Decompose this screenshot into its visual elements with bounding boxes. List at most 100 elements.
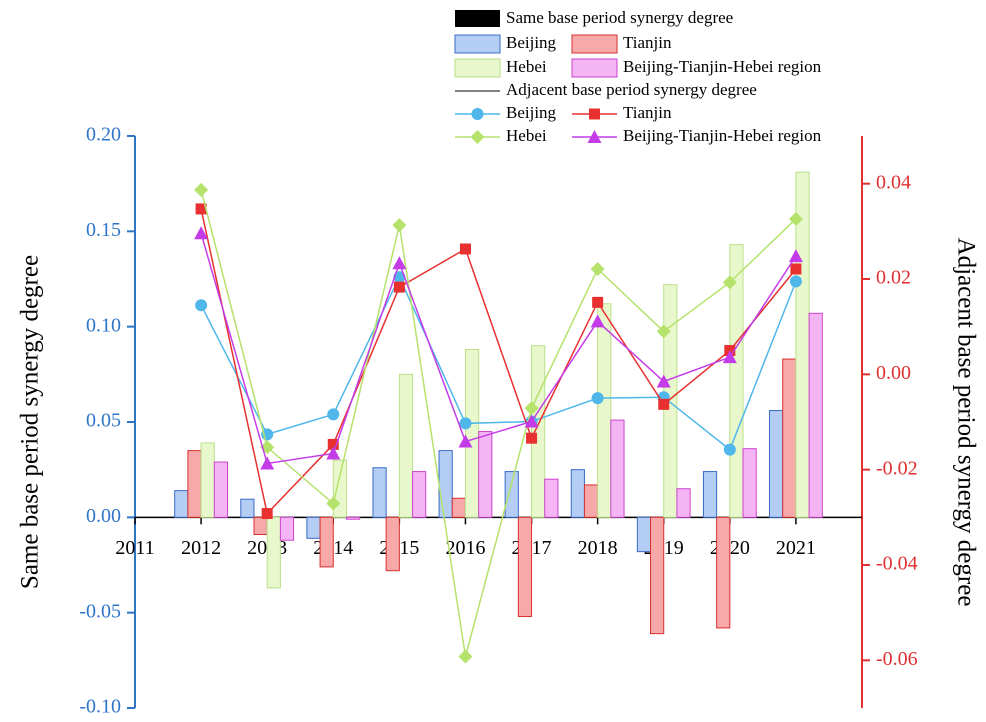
y-tick-label: -0.10 — [79, 696, 121, 718]
bar — [332, 459, 347, 518]
bar — [213, 461, 228, 518]
legend-label: Tianjin — [623, 103, 672, 122]
y-tick-label: 0.00 — [86, 505, 121, 527]
point — [195, 203, 207, 215]
bar — [597, 303, 612, 518]
bar — [517, 516, 533, 617]
bar — [702, 471, 718, 518]
legend-group-title: Same base period synergy degree — [506, 8, 733, 27]
bar — [412, 471, 427, 518]
bar — [438, 450, 453, 518]
bar — [279, 516, 295, 541]
point — [327, 408, 340, 421]
line — [200, 208, 797, 516]
bar — [610, 419, 625, 518]
legend-label: Beijing — [506, 33, 557, 52]
bar — [200, 442, 215, 518]
bar — [319, 516, 334, 568]
point — [459, 417, 472, 430]
bar — [187, 450, 202, 518]
y2-tick-label: 0.04 — [876, 171, 911, 193]
bar — [636, 516, 652, 553]
y-tick-label: 0.10 — [86, 314, 121, 336]
bar — [583, 484, 599, 518]
y-tick-label: 0.05 — [86, 410, 121, 432]
bar — [240, 498, 255, 518]
y-axis-title: Same base period synergy degree — [17, 255, 44, 589]
legend-marker — [587, 130, 602, 143]
legend-label: Beijing-Tianjin-Hebei region — [623, 57, 822, 76]
y2-tick-label: 0.02 — [876, 267, 911, 289]
point — [723, 443, 736, 456]
point — [261, 508, 273, 520]
bar — [676, 488, 691, 518]
bar — [253, 516, 268, 535]
point — [194, 226, 209, 240]
bar — [650, 516, 665, 635]
legend-marker — [470, 130, 485, 144]
bar — [570, 469, 585, 518]
point — [591, 392, 604, 405]
legend-swatch — [455, 10, 500, 27]
y2-tick-label: -0.02 — [876, 457, 918, 479]
line — [200, 233, 797, 465]
bar — [795, 171, 810, 518]
point — [658, 398, 670, 410]
legend-swatch — [571, 58, 618, 78]
point — [656, 324, 671, 339]
legend-group-title: Adjacent base period synergy degree — [506, 80, 757, 99]
point — [392, 256, 407, 270]
bar — [451, 497, 466, 518]
point — [590, 261, 605, 276]
bar — [398, 373, 414, 518]
point — [458, 649, 473, 664]
bar — [372, 467, 387, 518]
y2-axis-title: Adjacent base period synergy degree — [952, 238, 979, 607]
y-tick-label: 0.20 — [86, 124, 121, 146]
point — [195, 299, 208, 312]
point — [592, 296, 604, 308]
legend-marker — [589, 108, 600, 120]
x-tick-label: 2011 — [115, 537, 154, 559]
point — [326, 446, 341, 460]
point — [590, 314, 605, 328]
bar — [174, 490, 189, 518]
line — [200, 275, 797, 451]
bar — [782, 358, 797, 518]
legend-label: Beijing-Tianjin-Hebei region — [623, 126, 822, 145]
y2-tick-label: -0.06 — [876, 648, 918, 670]
point — [524, 401, 539, 416]
point — [656, 374, 671, 388]
point — [260, 456, 275, 470]
bar — [531, 345, 546, 518]
y-tick-label: 0.15 — [86, 219, 121, 241]
bar — [808, 312, 823, 518]
point — [326, 496, 341, 511]
bar — [769, 410, 784, 518]
legend-marker — [471, 108, 484, 120]
point — [393, 281, 405, 293]
legend-label: Hebei — [506, 126, 547, 145]
point — [788, 249, 803, 263]
point — [790, 263, 802, 275]
point — [327, 438, 339, 450]
bar — [266, 516, 281, 589]
y2-tick-label: -0.04 — [876, 553, 918, 575]
bar — [504, 471, 519, 518]
legend-label: Tianjin — [623, 33, 672, 52]
bar — [742, 448, 757, 518]
legend-label: Beijing — [506, 103, 557, 122]
legend-swatch — [571, 34, 618, 54]
legend-swatch — [454, 58, 501, 78]
point — [459, 243, 471, 255]
point — [722, 350, 737, 364]
point — [194, 182, 209, 197]
point — [526, 432, 538, 444]
point — [788, 211, 803, 226]
bar — [306, 516, 321, 539]
bar — [464, 349, 480, 518]
point — [458, 434, 473, 448]
bar — [478, 431, 493, 518]
x-tick-label: 2012 — [181, 537, 221, 559]
